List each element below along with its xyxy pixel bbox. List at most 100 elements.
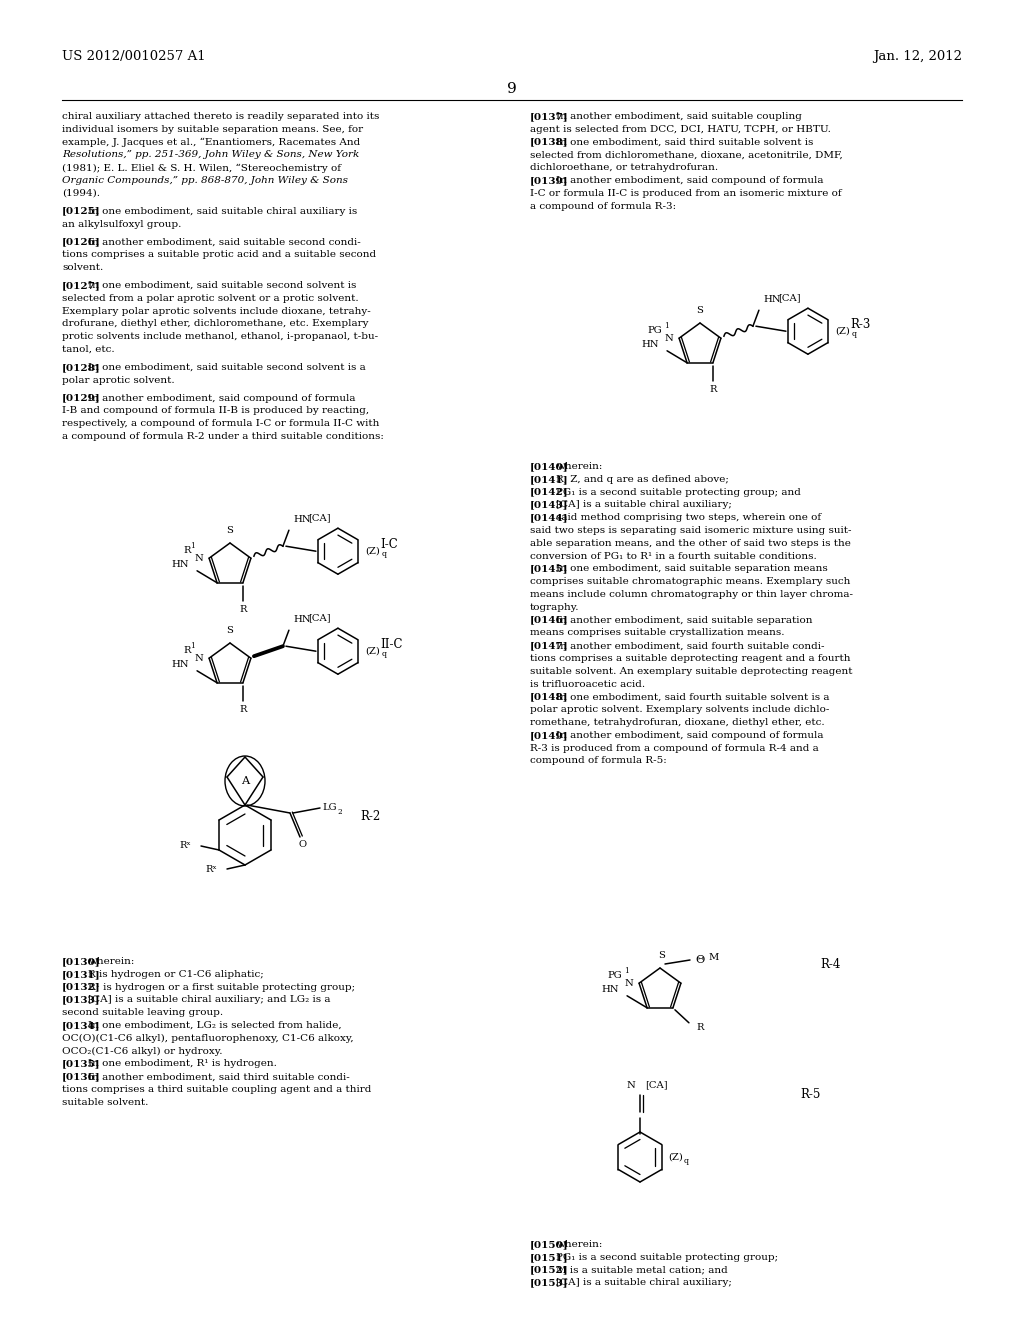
Text: second suitable leaving group.: second suitable leaving group. xyxy=(62,1008,223,1018)
Text: tanol, etc.: tanol, etc. xyxy=(62,345,115,354)
Text: comprises suitable chromatographic means. Exemplary such: comprises suitable chromatographic means… xyxy=(530,577,850,586)
Text: [0131]: [0131] xyxy=(62,970,100,979)
Text: In another embodiment, said compound of formula: In another embodiment, said compound of … xyxy=(556,731,824,739)
Text: suitable solvent. An exemplary suitable deprotecting reagent: suitable solvent. An exemplary suitable … xyxy=(530,667,853,676)
Text: M: M xyxy=(708,953,718,961)
Text: I-B and compound of formula II-B is produced by reacting,: I-B and compound of formula II-B is prod… xyxy=(62,407,369,416)
Text: R-4: R-4 xyxy=(820,958,841,972)
Text: R-5: R-5 xyxy=(800,1089,820,1101)
Text: N: N xyxy=(665,334,673,343)
Text: R-3 is produced from a compound of formula R-4 and a: R-3 is produced from a compound of formu… xyxy=(530,743,819,752)
Text: In one embodiment, said third suitable solvent is: In one embodiment, said third suitable s… xyxy=(556,137,814,147)
Text: LG: LG xyxy=(322,804,337,813)
Text: q: q xyxy=(852,330,857,338)
Text: [0139]: [0139] xyxy=(530,176,568,185)
Text: PG: PG xyxy=(648,326,663,335)
Text: Exemplary polar aprotic solvents include dioxane, tetrahy-: Exemplary polar aprotic solvents include… xyxy=(62,306,371,315)
Text: [CA]: [CA] xyxy=(645,1081,668,1089)
Text: R: R xyxy=(183,647,190,655)
Text: HN: HN xyxy=(601,985,620,994)
Text: [0134]: [0134] xyxy=(62,1020,100,1030)
Text: [0151]: [0151] xyxy=(530,1253,568,1262)
Text: In one embodiment, said fourth suitable solvent is a: In one embodiment, said fourth suitable … xyxy=(556,693,829,701)
Text: respectively, a compound of formula I-C or formula II-C with: respectively, a compound of formula I-C … xyxy=(62,420,379,428)
Text: In another embodiment, said third suitable condi-: In another embodiment, said third suitab… xyxy=(88,1072,350,1081)
Text: [0138]: [0138] xyxy=(530,137,568,147)
Text: In another embodiment, said suitable second condi-: In another embodiment, said suitable sec… xyxy=(88,238,361,247)
Text: an alkylsulfoxyl group.: an alkylsulfoxyl group. xyxy=(62,219,181,228)
Text: drofurane, diethyl ether, dichloromethane, etc. Exemplary: drofurane, diethyl ether, dichloromethan… xyxy=(62,319,369,329)
Text: S: S xyxy=(696,306,703,315)
Text: OC(O)(C1-C6 alkyl), pentafluorophenoxy, C1-C6 alkoxy,: OC(O)(C1-C6 alkyl), pentafluorophenoxy, … xyxy=(62,1034,353,1043)
Text: a compound of formula R-2 under a third suitable conditions:: a compound of formula R-2 under a third … xyxy=(62,432,384,441)
Text: In another embodiment, said compound of formula: In another embodiment, said compound of … xyxy=(88,393,356,403)
Text: [0140]: [0140] xyxy=(530,462,568,471)
Text: PG: PG xyxy=(607,972,623,981)
Text: dichloroethane, or tetrahydrofuran.: dichloroethane, or tetrahydrofuran. xyxy=(530,164,718,172)
Text: q: q xyxy=(684,1158,689,1166)
Text: I-C or formula II-C is produced from an isomeric mixture of: I-C or formula II-C is produced from an … xyxy=(530,189,842,198)
Text: means include column chromatography or thin layer chroma-: means include column chromatography or t… xyxy=(530,590,853,599)
Text: means comprises suitable crystallization means.: means comprises suitable crystallization… xyxy=(530,628,784,638)
Text: N: N xyxy=(195,553,203,562)
Text: [0135]: [0135] xyxy=(62,1060,100,1068)
Text: wherein:: wherein: xyxy=(88,957,135,966)
Text: II-C: II-C xyxy=(380,639,402,652)
Text: In one embodiment, said suitable second solvent is: In one embodiment, said suitable second … xyxy=(88,281,356,290)
Text: [CA] is a suitable chiral auxiliary;: [CA] is a suitable chiral auxiliary; xyxy=(556,1278,732,1287)
Text: wherein:: wherein: xyxy=(556,462,603,471)
Text: protic solvents include methanol, ethanol, i-propanaol, t-bu-: protic solvents include methanol, ethano… xyxy=(62,333,378,341)
Text: R, Z, and q are as defined above;: R, Z, and q are as defined above; xyxy=(556,475,729,484)
Text: In one embodiment, said suitable separation means: In one embodiment, said suitable separat… xyxy=(556,565,828,573)
Text: S: S xyxy=(226,525,233,535)
Text: [0150]: [0150] xyxy=(530,1239,568,1249)
Text: selected from a polar aprotic solvent or a protic solvent.: selected from a polar aprotic solvent or… xyxy=(62,294,358,302)
Text: A: A xyxy=(241,776,249,785)
Text: In another embodiment, said fourth suitable condi-: In another embodiment, said fourth suita… xyxy=(556,642,825,651)
Text: N: N xyxy=(627,1081,635,1089)
Text: S: S xyxy=(226,626,233,635)
Text: wherein:: wherein: xyxy=(556,1239,603,1249)
Text: agent is selected from DCC, DCI, HATU, TCPH, or HBTU.: agent is selected from DCC, DCI, HATU, T… xyxy=(530,125,830,133)
Text: polar aprotic solvent.: polar aprotic solvent. xyxy=(62,376,175,384)
Text: example, J. Jacques et al., “Enantiomers, Racemates And: example, J. Jacques et al., “Enantiomers… xyxy=(62,137,360,147)
Text: HN: HN xyxy=(293,515,310,524)
Text: (1981); E. L. Eliel & S. H. Wilen, “Stereochemistry of: (1981); E. L. Eliel & S. H. Wilen, “Ster… xyxy=(62,164,341,173)
Text: (Z): (Z) xyxy=(835,327,850,335)
Text: [0148]: [0148] xyxy=(530,693,568,701)
Text: In another embodiment, said suitable separation: In another embodiment, said suitable sep… xyxy=(556,615,813,624)
Text: solvent.: solvent. xyxy=(62,263,103,272)
Text: [0145]: [0145] xyxy=(530,565,568,573)
Text: Resolutions,” pp. 251-369, John Wiley & Sons, New York: Resolutions,” pp. 251-369, John Wiley & … xyxy=(62,150,359,160)
Text: R: R xyxy=(696,1023,703,1032)
Text: In one embodiment, LG₂ is selected from halide,: In one embodiment, LG₂ is selected from … xyxy=(88,1020,342,1030)
Text: [CA]: [CA] xyxy=(778,293,801,302)
Text: tions comprises a third suitable coupling agent and a third: tions comprises a third suitable couplin… xyxy=(62,1085,372,1094)
Text: O: O xyxy=(299,840,307,849)
Text: R-3: R-3 xyxy=(850,318,870,331)
Text: [0133]: [0133] xyxy=(62,995,100,1005)
Text: [0143]: [0143] xyxy=(530,500,568,510)
Text: Θ: Θ xyxy=(695,954,705,965)
Text: Rˣ: Rˣ xyxy=(179,841,191,850)
Text: [CA]: [CA] xyxy=(308,614,331,622)
Text: In one embodiment, said suitable chiral auxiliary is: In one embodiment, said suitable chiral … xyxy=(88,207,357,215)
Text: PG₁ is a second suitable protecting group; and: PG₁ is a second suitable protecting grou… xyxy=(556,487,801,496)
Text: a compound of formula R-3:: a compound of formula R-3: xyxy=(530,202,676,211)
Text: (Z): (Z) xyxy=(365,647,380,656)
Text: compound of formula R-5:: compound of formula R-5: xyxy=(530,756,667,766)
Text: 1: 1 xyxy=(189,541,195,550)
Text: I-C: I-C xyxy=(380,539,397,552)
Text: [0132]: [0132] xyxy=(62,982,100,991)
Text: HN: HN xyxy=(172,660,189,669)
Text: said two steps is separating said isomeric mixture using suit-: said two steps is separating said isomer… xyxy=(530,525,852,535)
Text: [0125]: [0125] xyxy=(62,207,100,215)
Text: HN: HN xyxy=(642,341,659,350)
Text: tography.: tography. xyxy=(530,603,580,611)
Text: [0129]: [0129] xyxy=(62,393,100,403)
Text: 1: 1 xyxy=(624,966,629,974)
Text: said method comprising two steps, wherein one of: said method comprising two steps, wherei… xyxy=(556,513,821,523)
Text: polar aprotic solvent. Exemplary solvents include dichlo-: polar aprotic solvent. Exemplary solvent… xyxy=(530,705,829,714)
Text: romethane, tetrahydrofuran, dioxane, diethyl ether, etc.: romethane, tetrahydrofuran, dioxane, die… xyxy=(530,718,824,727)
Text: HN: HN xyxy=(293,615,310,624)
